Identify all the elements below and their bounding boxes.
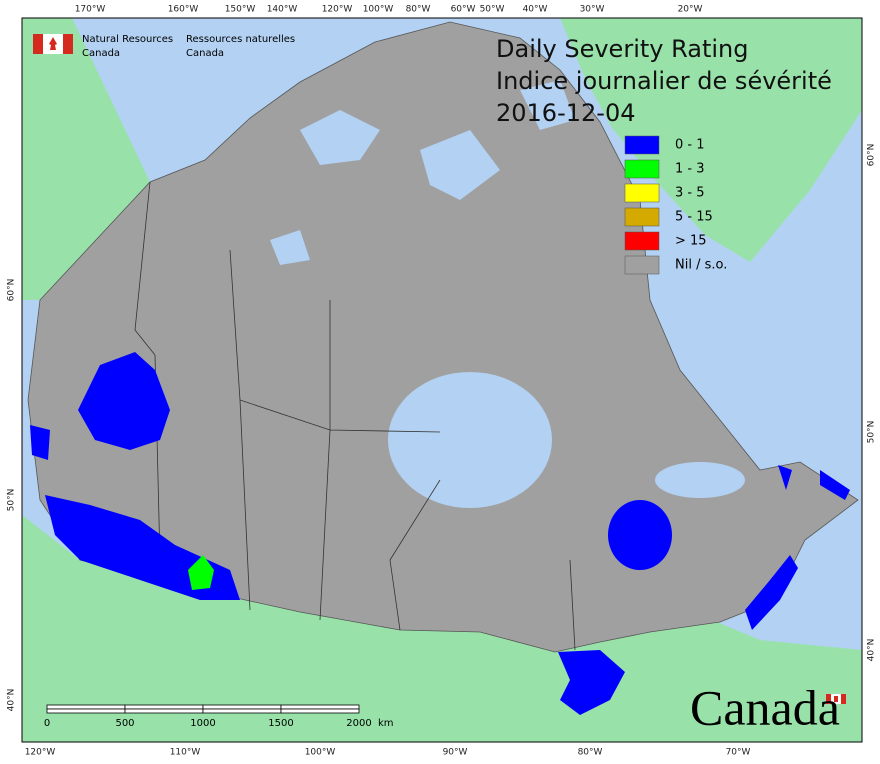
scale-segment xyxy=(280,708,360,714)
fire-area-east xyxy=(745,465,850,630)
graticule-label: 80°W xyxy=(406,5,431,15)
scale-segment xyxy=(124,704,204,710)
united-states xyxy=(22,515,862,742)
scale-unit: km xyxy=(378,718,394,729)
flag-leaf xyxy=(834,696,838,702)
fire-area-quebec xyxy=(608,500,672,570)
scale-label: 1500 xyxy=(268,718,293,729)
graticule-label: 120°W xyxy=(25,748,56,758)
legend-label: 0 - 1 xyxy=(675,138,705,153)
graticule-label: 60°W xyxy=(451,5,476,15)
legend-swatch xyxy=(624,207,660,227)
map-title: Daily Severity Rating xyxy=(496,35,748,63)
graticule-label: 100°W xyxy=(363,5,394,15)
gulf-st-lawrence xyxy=(655,462,745,498)
graticule-label: 50°W xyxy=(480,5,505,15)
canada xyxy=(27,21,859,653)
legend-swatch xyxy=(624,231,660,251)
graticule-label: 50°N xyxy=(867,421,877,444)
graticule-label: 170°W xyxy=(75,5,106,15)
legend-swatch xyxy=(624,135,660,155)
map-frame xyxy=(21,17,863,743)
graticule-label: 40°W xyxy=(523,5,548,15)
legend-swatch xyxy=(624,183,660,203)
scale-segment xyxy=(280,704,360,710)
graticule-label: 40°N xyxy=(7,689,17,712)
legend-label: 3 - 5 xyxy=(675,186,705,201)
fire-area-green xyxy=(188,555,214,590)
agency-name: Natural Resources xyxy=(82,34,173,45)
province-borders xyxy=(134,181,576,651)
legend-label: 5 - 15 xyxy=(675,210,713,225)
graticule-label: 70°W xyxy=(726,748,751,758)
map-title: Indice journalier de sévérité xyxy=(496,67,832,95)
map-body xyxy=(21,17,863,743)
flag-leaf xyxy=(49,37,57,50)
arctic-channels xyxy=(270,80,575,265)
fire-area-west xyxy=(30,352,240,600)
header-flag xyxy=(33,34,73,54)
labels: Natural Resources Canada Ressources nature… xyxy=(7,5,877,758)
graticule-label: 150°W xyxy=(225,5,256,15)
scale-label: 2000 xyxy=(346,718,371,729)
flag-bar xyxy=(63,34,73,54)
scale-segment xyxy=(124,708,204,714)
agency-name: Canada xyxy=(186,48,224,59)
greenland xyxy=(560,18,862,262)
graticule-label: 60°N xyxy=(7,279,17,302)
wordmark: Canada xyxy=(690,679,840,735)
graticule-label: 120°W xyxy=(322,5,353,15)
agency-name: Ressources naturelles xyxy=(186,34,295,45)
graticule-label: 60°N xyxy=(867,144,877,167)
graticule-label: 40°N xyxy=(867,639,877,662)
wordmark-flag xyxy=(825,693,847,705)
flag-bar xyxy=(826,694,831,704)
graticule-label: 140°W xyxy=(267,5,298,15)
scale-label: 1000 xyxy=(190,718,215,729)
legend-label: > 15 xyxy=(675,234,707,249)
graticule-label: 110°W xyxy=(170,748,201,758)
map-title: 2016-12-04 xyxy=(496,99,635,127)
graticule-label: 160°W xyxy=(168,5,199,15)
graticule-label: 30°W xyxy=(580,5,605,15)
legend-label: 1 - 3 xyxy=(675,162,705,177)
scale-label: 0 xyxy=(44,718,50,729)
flag-bar xyxy=(33,34,43,54)
scale-segment xyxy=(202,708,282,714)
agency-name: Canada xyxy=(82,48,120,59)
graticule-label: 80°W xyxy=(578,748,603,758)
legend-swatch xyxy=(624,255,660,275)
graticule-label: 90°W xyxy=(443,748,468,758)
legend-label: Nil / s.o. xyxy=(675,258,727,273)
fire-area-ontario xyxy=(558,650,625,715)
graticule-label: 100°W xyxy=(305,748,336,758)
flag-bar xyxy=(841,694,846,704)
scale-segment xyxy=(202,704,282,710)
hudson-bay xyxy=(388,372,552,508)
scale-label: 500 xyxy=(115,718,134,729)
legend-swatch xyxy=(624,159,660,179)
graticule-label: 50°N xyxy=(7,489,17,512)
graticule-label: 20°W xyxy=(678,5,703,15)
alaska xyxy=(22,18,150,300)
scale-segment xyxy=(46,704,126,710)
scale-segment xyxy=(46,708,126,714)
